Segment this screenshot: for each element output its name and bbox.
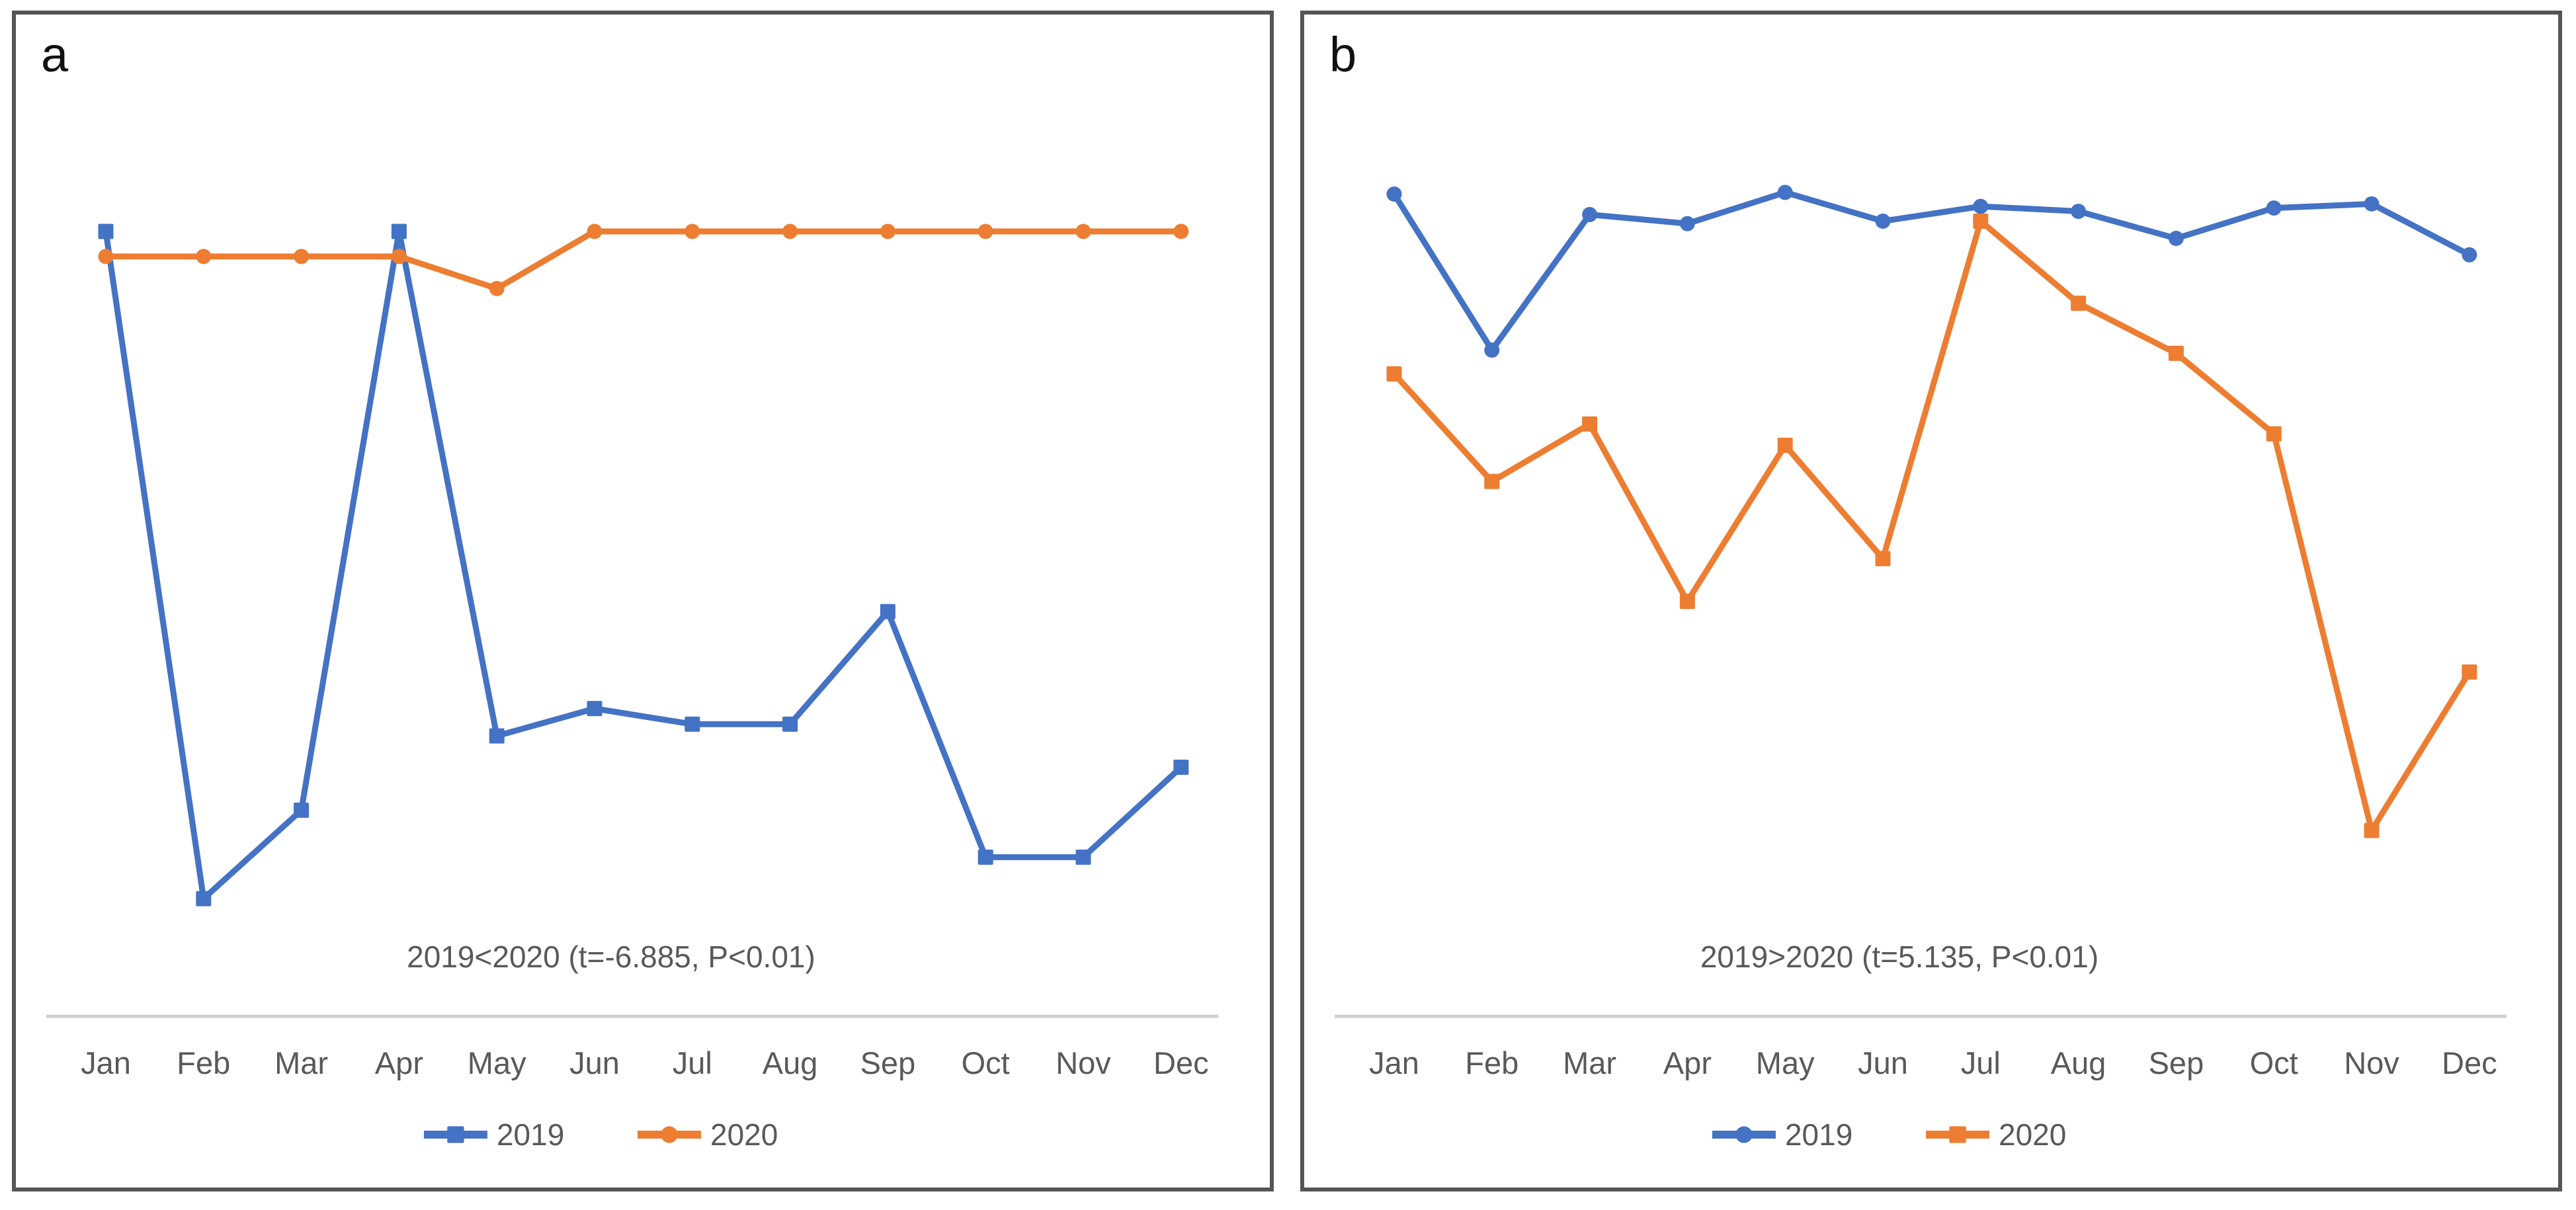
series-2020-point (1173, 223, 1189, 239)
series-2019-point (1679, 216, 1695, 231)
series-2020-line (1392, 218, 2472, 834)
series-2020-point (2071, 296, 2087, 311)
series-2020-point (2364, 823, 2380, 838)
series-2019-point (2364, 196, 2380, 212)
legend-2020-marker (661, 1126, 678, 1143)
series-2020-point (782, 223, 798, 239)
series-2020-point (1679, 594, 1695, 610)
series-2019-point (782, 716, 798, 732)
x-tick-label: Sep (2149, 1045, 2204, 1080)
panel-b-letter: b (1329, 27, 1357, 82)
series-2019-line (103, 228, 1183, 902)
series-2019-point (1386, 186, 1402, 202)
x-tick-label: Aug (763, 1045, 818, 1080)
panel-a: Jan Feb Mar Apr May Jun Jul Aug Sep Oct Nov Dec 2019… (12, 11, 1274, 1191)
legend: 2019 2020 (1712, 1117, 2066, 1152)
series-2020-point (977, 223, 993, 239)
x-tick-label: May (468, 1045, 526, 1080)
x-tick-label: Jun (569, 1045, 620, 1080)
series-2020-point (1875, 551, 1891, 567)
series-2019-point (1173, 759, 1189, 775)
x-tick-label: Oct (962, 1045, 1010, 1080)
x-tick-label: Dec (1153, 1045, 1209, 1080)
x-tick-label: Mar (1563, 1045, 1616, 1080)
x-tick-label: Apr (375, 1045, 423, 1080)
legend-2019-marker (447, 1126, 464, 1143)
panel-b-plot: Jan Feb Mar Apr May Jun Jul Aug Sep Oct Nov Dec 2019… (1335, 184, 2507, 1152)
panel-b-annotation: 2019>2020 (t=5.135, P<0.01) (1700, 940, 2099, 974)
series-2019-point (685, 716, 700, 732)
series-2020-point (98, 249, 114, 264)
series-2020-point (1777, 438, 1793, 454)
series-2020-point (1386, 366, 1402, 382)
series-2019-point (1484, 342, 1500, 358)
series-2020-point (391, 249, 407, 264)
series-2020-point (2462, 664, 2477, 680)
series-2020-point (1582, 416, 1598, 432)
legend-2020-marker (1949, 1126, 1966, 1143)
series-2019-point (391, 223, 407, 239)
x-tick-label: Apr (1663, 1045, 1712, 1080)
series-2019-line (1392, 189, 2471, 353)
series-2019-point (1582, 207, 1598, 223)
series-2019-point (1075, 849, 1091, 865)
x-tick-label: Oct (2250, 1045, 2298, 1080)
legend-2019-label: 2019 (497, 1117, 564, 1152)
series-2020-point (880, 223, 895, 239)
legend-2019-marker (1735, 1126, 1753, 1143)
series-2020-point (685, 223, 700, 239)
series-2020-point (2168, 345, 2184, 361)
series-2020-point (489, 280, 505, 296)
x-tick-label: Nov (2344, 1045, 2399, 1080)
series-2020-point (1484, 473, 1500, 489)
series-2020-point (1075, 223, 1091, 239)
series-2020-point (1973, 213, 1989, 229)
series-2019-point (1973, 198, 1989, 214)
series-2020-point (196, 249, 212, 264)
series-2020-point (587, 223, 602, 239)
x-tick-label: Feb (1465, 1045, 1518, 1080)
series-2019-point (2071, 204, 2087, 220)
panel-a-letter: a (41, 27, 69, 82)
panel-a-annotation: 2019<2020 (t=-6.885, P<0.01) (407, 940, 815, 974)
x-tick-label: Jun (1858, 1045, 1908, 1080)
x-tick-label: Aug (2051, 1045, 2106, 1080)
x-tick-label: Sep (860, 1045, 916, 1080)
legend: 2019 2020 (423, 1117, 778, 1152)
x-tick-label: Mar (274, 1045, 328, 1080)
x-tick-label: Jul (673, 1045, 712, 1080)
series-2019-point (489, 728, 505, 744)
series-2019-point (977, 849, 993, 865)
x-tick-label: Jul (1961, 1045, 2001, 1080)
series-2019-point (294, 802, 310, 818)
series-2019-point (2266, 200, 2282, 216)
series-2020-line (106, 228, 1181, 292)
x-tick-label: Jan (81, 1045, 131, 1080)
legend-2019-label: 2019 (1785, 1117, 1852, 1152)
x-tick-label: Feb (177, 1045, 230, 1080)
x-tick-label: May (1756, 1045, 1815, 1080)
series-2019-point (1777, 184, 1793, 200)
series-2020-point (2266, 426, 2282, 442)
series-2019-point (2168, 231, 2184, 247)
x-tick-label: Dec (2442, 1045, 2497, 1080)
panel-a-plot: Jan Feb Mar Apr May Jun Jul Aug Sep Oct Nov Dec 2019… (46, 223, 1218, 1152)
legend-2020-label: 2020 (1999, 1117, 2066, 1152)
series-2019-point (880, 604, 895, 620)
series-2020-point (294, 249, 310, 264)
series-2019-point (1875, 213, 1891, 229)
series-2019-point (98, 223, 114, 239)
x-tick-label: Jan (1369, 1045, 1419, 1080)
series-2019-point (587, 701, 602, 717)
panel-b: Jan Feb Mar Apr May Jun Jul Aug Sep Oct Nov Dec 2019… (1300, 11, 2562, 1191)
series-2019-point (196, 891, 212, 907)
legend-2020-label: 2020 (710, 1117, 778, 1152)
series-2019-point (2462, 247, 2477, 262)
x-tick-label: Nov (1056, 1045, 1111, 1080)
